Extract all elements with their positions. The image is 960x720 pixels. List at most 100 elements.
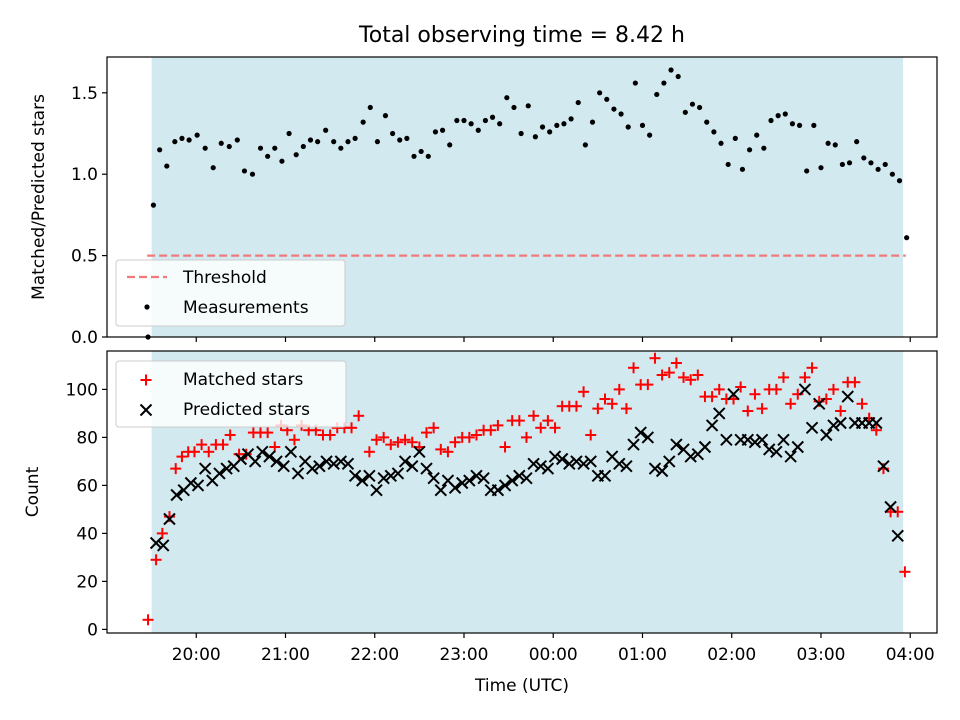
predicted-star-point [648, 462, 662, 475]
x-tick-label: 21:00 [261, 645, 310, 665]
predicted-star-point [248, 455, 262, 468]
ratio-points [145, 67, 910, 340]
measurement-point [532, 134, 538, 140]
measurement-point [425, 153, 431, 159]
measurement-point [718, 140, 724, 146]
measurement-point [257, 145, 264, 151]
predicted-star-point [256, 445, 269, 459]
matched-star-point [449, 436, 461, 448]
matched-star-point [196, 439, 208, 451]
measurement-point [782, 111, 788, 117]
ratio-x-ticks [195, 337, 911, 342]
predicted-star-point [234, 452, 248, 466]
measurement-point [739, 166, 746, 172]
matched-star-point [685, 374, 697, 386]
predicted-star-point [727, 387, 740, 401]
measurement-point [639, 122, 646, 128]
x-tick-label: 03:00 [796, 645, 845, 665]
matched-star-point [520, 431, 532, 443]
predicted-star-point [820, 428, 833, 442]
measurement-point [789, 121, 796, 127]
predicted-star-point [313, 459, 326, 473]
predicted-star-point [391, 467, 405, 480]
x-tick-label: 04:00 [886, 645, 935, 665]
measurement-point [604, 96, 610, 102]
measurement-point [307, 137, 314, 143]
matched-star-point [735, 381, 747, 393]
matched-star-point [269, 441, 281, 453]
predicted-stars-legend-swatch [139, 403, 153, 417]
measurement-point [682, 109, 688, 115]
predicted-star-point [584, 455, 597, 468]
measurement-point [461, 117, 467, 124]
predicted-star-point [763, 443, 776, 456]
matched-star-point [188, 446, 200, 458]
predicted-star-point [463, 474, 476, 487]
y-tick-label: 0 [87, 620, 98, 640]
measurement-point [846, 160, 853, 166]
matched-star-point [756, 403, 768, 415]
measurement-point [418, 148, 424, 155]
predicted-star-point [184, 476, 198, 490]
y-tick-label: 1.5 [71, 84, 98, 104]
measurement-point [179, 135, 185, 141]
predicted-star-point [598, 469, 612, 483]
matched-star-point [849, 376, 861, 388]
predicted-star-point [770, 445, 783, 459]
predicted-star-point [384, 469, 398, 483]
matched-star-point [835, 405, 847, 417]
x-tick-label: 20:00 [172, 645, 221, 665]
predicted-star-point [420, 462, 433, 475]
measurement-point [241, 168, 248, 174]
measurement-point [518, 130, 524, 137]
ratio-panel-frame [106, 56, 938, 338]
matched-stars-legend-swatch [140, 374, 152, 386]
predicted-star-point [634, 426, 647, 439]
measurement-point [286, 130, 292, 137]
measurement-point [768, 117, 774, 124]
measurement-point [164, 163, 170, 169]
predicted-star-point [470, 469, 483, 483]
measurement-point [511, 104, 517, 111]
predicted-star-point [812, 397, 826, 411]
predicted-star-point [306, 462, 319, 475]
matched-star-point [170, 463, 182, 475]
y-tick-label: 20 [76, 572, 98, 592]
matched-star-point [799, 371, 811, 383]
predicted-star-point [748, 435, 762, 449]
matched-star-point [371, 434, 383, 446]
measurement-point [832, 142, 838, 148]
y-tick-label: 40 [76, 524, 98, 544]
x-tick-label: 01:00 [618, 645, 667, 665]
matched-star-point [706, 391, 718, 403]
matched-star-point [499, 441, 511, 453]
predicted-star-point [356, 474, 369, 487]
measurement-point [775, 113, 781, 119]
measurement-point [647, 132, 653, 138]
measurement-point [632, 80, 638, 86]
predicted-star-point [827, 419, 840, 432]
predicted-star-point [348, 469, 362, 483]
predicted-star-point [791, 440, 804, 454]
matched-star-point [656, 369, 668, 381]
predicted-star-point [527, 457, 540, 471]
measurement-point [689, 101, 696, 107]
predicted-stars-legend-label: Predicted stars [183, 400, 310, 420]
matched-star-point [613, 383, 625, 395]
matched-star-point [406, 436, 418, 448]
matched-star-point [670, 357, 682, 369]
measurement-point [397, 137, 403, 143]
count-panel: 0 20 40 60 80 100 20:00 21:00 22:00 23:00 00:00 01… [23, 350, 938, 696]
measurement-point [839, 161, 845, 168]
matched-star-point [620, 403, 632, 415]
predicted-stars-points [149, 383, 904, 552]
y-tick-label: 80 [76, 428, 98, 448]
matched-star-point [150, 554, 162, 566]
matched-star-point [435, 443, 447, 455]
measurement-point [300, 143, 306, 150]
measurement-point [754, 132, 760, 138]
predicted-star-point [670, 438, 683, 451]
measurement-point [868, 160, 874, 166]
predicted-star-point [277, 459, 290, 473]
